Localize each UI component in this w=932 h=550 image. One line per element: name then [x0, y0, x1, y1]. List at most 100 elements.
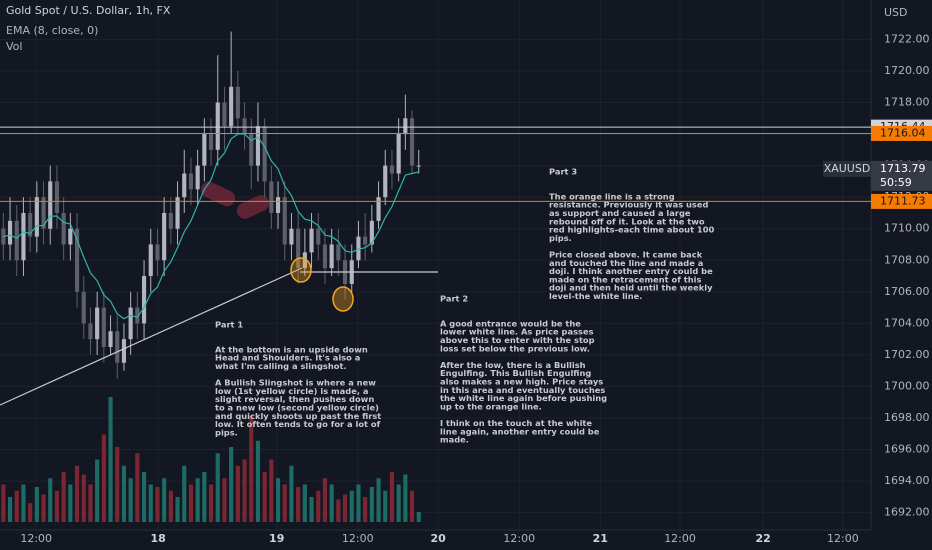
note-line: doji. I think another entry could be — [549, 266, 713, 276]
x-tick-label: 12:00 — [664, 532, 696, 545]
candle-body — [101, 307, 106, 348]
candle-body — [61, 212, 66, 245]
volume-bar — [168, 490, 173, 522]
volume-bar — [369, 487, 374, 522]
trend-line — [0, 267, 303, 406]
volume-bar — [81, 474, 86, 522]
volume-bar — [68, 484, 73, 522]
volume-bar — [302, 484, 307, 522]
volume-bar — [249, 415, 254, 522]
candle-body — [302, 252, 307, 269]
note-line: slight reversal, then pushes down — [215, 394, 374, 404]
candle-body — [54, 181, 60, 213]
volume-bar — [101, 434, 106, 522]
x-tick-label: 12:00 — [503, 532, 535, 545]
volume-bar — [61, 472, 66, 522]
candle-body — [48, 181, 53, 229]
candle-body — [155, 244, 160, 261]
note-line: loss set below the previous low. — [440, 343, 590, 353]
note-line: pips. — [215, 427, 238, 437]
volume-bar — [141, 472, 147, 522]
note-line: as support and caused a large — [549, 208, 691, 218]
note-line: rebound off of it. Look at the two — [549, 216, 705, 226]
volume-bar — [215, 453, 220, 522]
y-tick-label: 1696.00 — [884, 443, 930, 456]
note-line: what I'm calling a slingshot. — [215, 361, 347, 371]
volume-bar — [34, 487, 39, 522]
candle-body — [249, 134, 254, 166]
volume-bar — [403, 474, 408, 522]
x-tick-label: 12:00 — [20, 532, 52, 545]
y-tick-label: 1692.00 — [884, 506, 930, 519]
y-tick-label: 1708.00 — [884, 253, 930, 266]
candle-body — [21, 212, 26, 261]
candle-body — [141, 276, 147, 324]
chart-title: Gold Spot / U.S. Dollar, 1h, FX — [6, 4, 171, 17]
volume-bar — [28, 503, 33, 522]
candle-body — [376, 197, 381, 221]
candle-body — [316, 228, 321, 245]
note-line: After the low, there is a Bullish — [440, 360, 586, 370]
candle-body — [188, 173, 194, 190]
candle-body — [168, 212, 173, 229]
candle-body — [115, 331, 120, 363]
indicator-label: EMA (8, close, 0) — [6, 24, 98, 37]
note-line: and touched the line and made a — [549, 258, 703, 268]
candle-body — [195, 165, 200, 190]
volume-bar — [349, 490, 354, 522]
y-tick-label: 1704.00 — [884, 316, 930, 329]
volume-bar — [95, 459, 100, 522]
candle-body — [322, 244, 328, 269]
volume-bar — [195, 478, 200, 522]
volume-bar — [115, 447, 120, 522]
candle-body — [255, 126, 261, 166]
candle-body — [282, 197, 287, 245]
note-line: A Bullish Slingshot is where a new — [215, 378, 376, 388]
note-line: Engulfing. This Bullish Engulfing — [440, 368, 591, 378]
candle-body — [208, 134, 214, 150]
volume-bar — [322, 478, 328, 522]
candle-body — [369, 220, 374, 245]
candle-body — [262, 126, 267, 182]
y-tick-label: 1718.00 — [884, 96, 930, 109]
note-line: low. It often tends to go for a lot of — [215, 419, 381, 429]
volume-pane — [1, 397, 421, 522]
volume-bar — [74, 465, 80, 522]
volume-bar — [14, 490, 19, 522]
volume-bar — [383, 490, 388, 522]
candle-body — [222, 102, 227, 127]
level-label: 1711.73 — [880, 194, 926, 207]
note-line: pips. — [549, 233, 572, 243]
note-line: Head and Shoulders. It's also a — [215, 353, 360, 363]
candle-body — [182, 173, 187, 198]
candle-body — [34, 197, 39, 237]
candle-body — [242, 118, 247, 135]
volume-bar — [409, 490, 415, 522]
volume-bar — [121, 465, 127, 522]
candle-body — [356, 236, 361, 261]
volume-bar — [48, 478, 53, 522]
candle-body — [128, 307, 133, 340]
red-highlight — [200, 181, 236, 207]
candle-body — [389, 165, 395, 174]
note-line: line again, another entry could be — [440, 426, 600, 436]
candle-body — [81, 291, 86, 324]
symbol-label: XAUUSD — [824, 162, 871, 175]
x-tick-label: 22 — [755, 532, 770, 545]
candle-body — [95, 307, 100, 340]
note-line: above this to enter with the stop — [440, 335, 595, 345]
note-line: resistance. Previously it was used — [549, 200, 708, 210]
volume-bar — [309, 497, 314, 522]
candle-body — [235, 86, 240, 119]
candle-body — [269, 181, 274, 213]
candle-body — [275, 197, 281, 213]
currency-label: USD — [884, 6, 908, 19]
note-line: made. — [440, 435, 469, 445]
note-line: The orange line is a strong — [549, 191, 675, 201]
candle-body — [41, 197, 46, 229]
candle-body — [336, 244, 341, 261]
volume-bar — [342, 494, 348, 522]
note-title: Part 3 — [549, 167, 577, 177]
volume-bar — [329, 484, 334, 522]
